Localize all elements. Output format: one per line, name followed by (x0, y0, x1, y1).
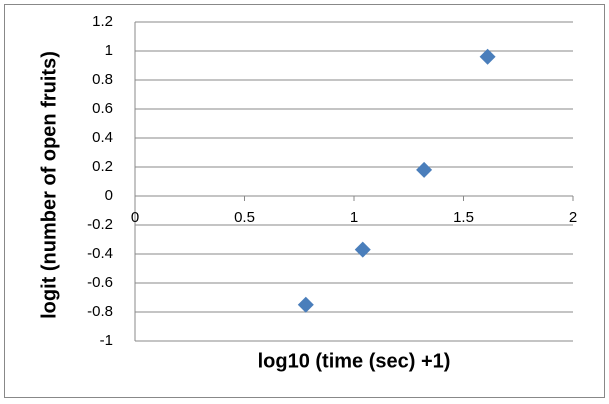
y-tick-label: -0.8 (87, 303, 113, 320)
scatter-point (479, 48, 496, 65)
y-tick-label: -0.2 (87, 216, 113, 233)
y-tick-label: 1 (105, 42, 113, 59)
scatter-point (297, 296, 314, 313)
x-tick-label: 0 (131, 209, 139, 226)
y-tick-label: 1.2 (92, 13, 113, 30)
y-tick-label: -1 (100, 332, 113, 349)
y-tick-label: 0 (105, 187, 113, 204)
chart-frame (4, 4, 605, 398)
x-tick-label: 1.5 (453, 209, 474, 226)
x-tick-label: 1 (350, 209, 358, 226)
y-tick-label: 0.8 (92, 71, 113, 88)
scatter-point (354, 241, 371, 258)
x-axis-title: log10 (time (sec) +1) (258, 350, 451, 372)
y-tick-label: -0.4 (87, 245, 113, 262)
x-tick-label: 2 (569, 209, 577, 226)
y-tick-label: 0.6 (92, 100, 113, 117)
y-tick-label: 0.2 (92, 158, 113, 175)
y-tick-label: 0.4 (92, 129, 113, 146)
y-tick-label: -0.6 (87, 274, 113, 291)
scatter-point (416, 161, 433, 178)
x-tick-label: 0.5 (234, 209, 255, 226)
y-axis-title: logit (number of open fruits) (38, 51, 60, 319)
